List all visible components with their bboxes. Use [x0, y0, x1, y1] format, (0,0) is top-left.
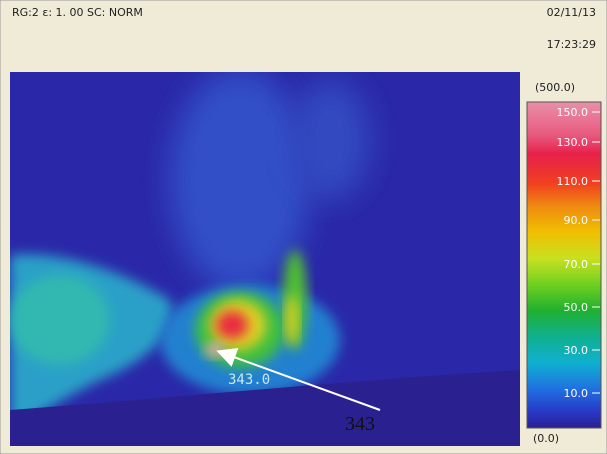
- date: 02/11/13: [547, 6, 596, 19]
- scale-label: 110.0: [557, 175, 589, 188]
- scale-label: 10.0: [564, 387, 589, 400]
- annotation: 343: [345, 413, 375, 435]
- time: 17:23:29: [547, 38, 596, 51]
- scale-label: 130.0: [557, 136, 589, 149]
- settings: RG:2 ε: 1. 00 SC: NORM: [12, 6, 143, 19]
- scale-label: 150.0: [557, 106, 589, 119]
- scale-max: (500.0): [535, 81, 575, 94]
- scale-label: 50.0: [564, 301, 589, 314]
- scale-label: 30.0: [564, 344, 589, 357]
- scale-label: 70.0: [564, 258, 589, 271]
- scale-min: (0.0): [533, 432, 559, 445]
- scale-label: 90.0: [564, 214, 589, 227]
- thermal-screen: RG:2 ε: 1. 00 SC: NORM 02/11/13 17:23:29…: [0, 0, 607, 454]
- thermal-image: 343.0 343: [10, 70, 520, 446]
- spot-reading: 343.0: [228, 372, 270, 388]
